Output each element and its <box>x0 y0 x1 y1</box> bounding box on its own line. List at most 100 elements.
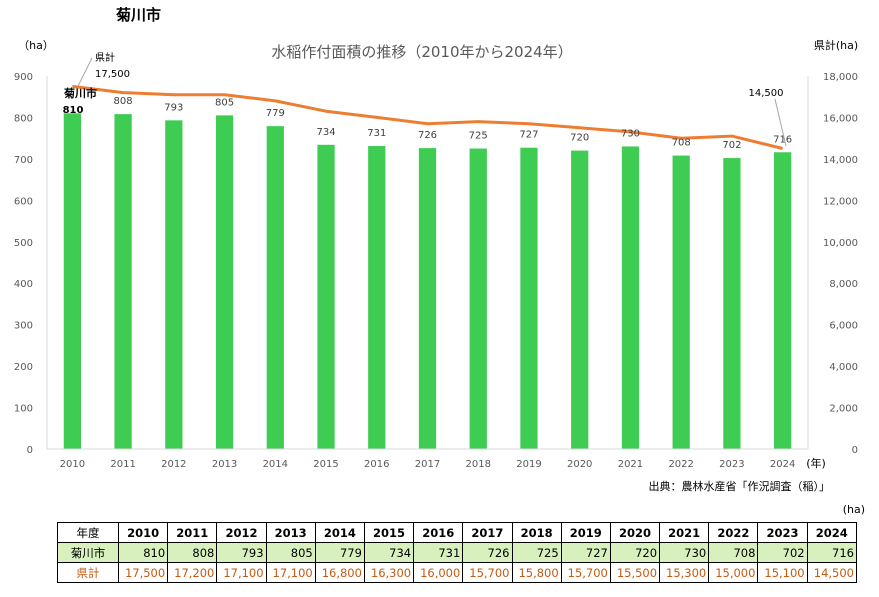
table-pref-cell: 17,500 <box>117 562 169 583</box>
data-table: 年度 2010 2011 2012 2013 2014 2015 2016 2017 2018 2… <box>57 522 858 583</box>
table-header-label: 年度 <box>57 522 119 543</box>
bar-value-label: 716 <box>773 134 792 145</box>
bar <box>723 158 741 449</box>
table-year: 2017 <box>462 522 513 543</box>
bar <box>114 114 132 449</box>
x-tick: 2022 <box>668 459 693 470</box>
chart-title: 水稲作付面積の推移（2010年から2024年） <box>271 43 572 61</box>
table-pref-cell: 14,500 <box>806 562 858 583</box>
bar <box>368 146 386 449</box>
table-city-cell: 731 <box>413 542 464 563</box>
table-city-cell: 793 <box>216 542 267 563</box>
table-pref-cell: 15,500 <box>609 562 661 583</box>
x-tick: 2012 <box>161 459 186 470</box>
x-tick: 2011 <box>110 459 135 470</box>
table-header-row: 年度 2010 2011 2012 2013 2014 2015 2016 2017 2018 2… <box>57 522 858 543</box>
table-pref-cell: 16,300 <box>363 562 415 583</box>
y-right-tick: 6,000 <box>829 321 858 332</box>
table-year: 2012 <box>216 522 267 543</box>
table-year: 2021 <box>659 522 710 543</box>
y-right-tick: 18,000 <box>823 72 858 83</box>
table-city-cell: 734 <box>363 542 415 563</box>
x-tick: 2021 <box>618 459 643 470</box>
bar-value-label: 708 <box>672 138 691 149</box>
pref-last-callout-line <box>774 98 787 147</box>
table-city-cell: 716 <box>806 542 858 563</box>
table-year: 2013 <box>265 522 316 543</box>
table-year: 2010 <box>117 522 169 543</box>
bar <box>215 115 234 449</box>
line-series <box>72 84 783 150</box>
table-pref-cell: 15,800 <box>511 562 562 583</box>
bar-value-label: 734 <box>316 127 335 138</box>
y-right-tick: 4,000 <box>829 362 858 373</box>
bar-value-label: 731 <box>367 128 386 139</box>
x-tick: 2019 <box>516 459 541 470</box>
table-year: 2019 <box>560 522 611 543</box>
table-pref-cell: 17,100 <box>265 562 316 583</box>
x-tick: 2020 <box>567 459 592 470</box>
y-right-tick: 8,000 <box>829 279 858 290</box>
table-pref-cell: 15,300 <box>659 562 710 583</box>
table-pref-cell: 17,100 <box>216 562 267 583</box>
table-year: 2014 <box>314 522 365 543</box>
source-note: 出典：農林水産省「作況調査（稲）」 <box>648 480 831 493</box>
y-left-tick: 400 <box>14 279 33 290</box>
table-year: 2011 <box>167 522 218 543</box>
bar <box>317 144 335 449</box>
table-city-label: 菊川市 <box>57 542 119 563</box>
x-tick: 2013 <box>212 459 237 470</box>
page-title: 菊川市 <box>116 6 162 24</box>
y-left-tick: 100 <box>14 404 33 415</box>
bar-value-label: 726 <box>418 130 437 141</box>
table-city-cell: 727 <box>560 542 611 563</box>
y-right-tick: 14,000 <box>823 155 858 166</box>
bar <box>774 152 792 449</box>
data-labels: 808 793 805 779 734 731 726 725 727 720 730 708 702 7… <box>114 96 793 151</box>
table-unit: (ha) <box>842 503 865 516</box>
y-left-tick: 900 <box>14 72 33 83</box>
table-year: 2024 <box>806 522 858 543</box>
y-left-tick: 500 <box>14 238 33 249</box>
table-city-row: 菊川市 810 808 793 805 779 734 731 726 725 727 720 730… <box>57 542 858 563</box>
table-city-cell: 808 <box>167 542 218 563</box>
table-pref-cell: 15,000 <box>708 562 759 583</box>
y-left-tick: 800 <box>14 113 33 124</box>
bar-value-label: 730 <box>621 128 640 139</box>
table-city-cell: 708 <box>708 542 759 563</box>
x-tick: 2017 <box>415 459 440 470</box>
bar <box>165 120 183 450</box>
bar <box>672 155 690 449</box>
y-right-tick: 10,000 <box>823 238 858 249</box>
bar-value-label: 779 <box>266 108 285 119</box>
x-tick: 2015 <box>313 459 338 470</box>
table-pref-row: 県計 17,500 17,200 17,100 17,100 16,800 16,300 1… <box>57 562 858 583</box>
pref-last-value: 14,500 <box>749 88 784 99</box>
table-city-cell: 730 <box>659 542 710 563</box>
y-left-tick: 200 <box>14 362 33 373</box>
x-tick: 2018 <box>466 459 491 470</box>
y-right-tick: 2,000 <box>829 404 858 415</box>
bar-value-label: 793 <box>164 102 183 113</box>
bar <box>621 146 640 449</box>
y-right-tick: 16,000 <box>823 113 858 124</box>
table-city-cell: 805 <box>265 542 316 563</box>
table-year: 2016 <box>413 522 464 543</box>
table-pref-cell: 15,700 <box>462 562 513 583</box>
x-tick: 2010 <box>60 459 85 470</box>
bar-value-label: 702 <box>722 140 741 151</box>
table-pref-cell: 17,200 <box>167 562 218 583</box>
x-tick: 2014 <box>263 459 288 470</box>
bar-value-label: 808 <box>114 96 133 107</box>
city-first-value: 810 <box>63 105 84 116</box>
pref-series-name: 県計 <box>95 51 115 64</box>
y-right-tick: 12,000 <box>823 196 858 207</box>
table-city-cell: 720 <box>609 542 661 563</box>
pref-callout-line <box>77 57 93 87</box>
city-series-name: 菊川市 <box>64 86 97 100</box>
y-left-tick: 700 <box>14 155 33 166</box>
bar <box>418 148 437 449</box>
table-year: 2015 <box>363 522 415 543</box>
table-pref-cell: 15,100 <box>757 562 808 583</box>
axes: 0 100 200 300 400 500 600 700 800 900 0 2,000 4,000 6… <box>14 72 858 470</box>
